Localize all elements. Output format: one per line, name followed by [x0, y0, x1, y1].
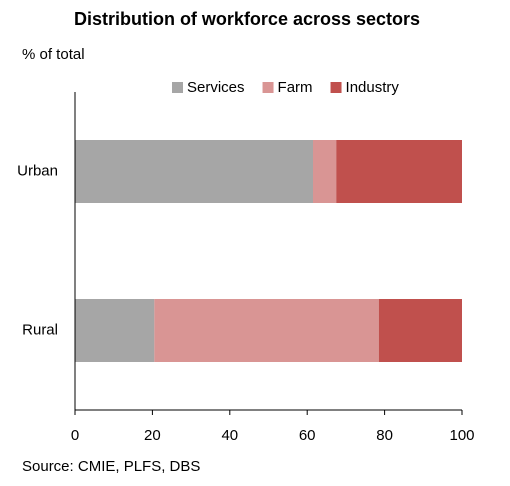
- source: Source: CMIE, PLFS, DBS: [22, 458, 200, 475]
- legend-swatch: [330, 82, 342, 93]
- subtitle: % of total: [22, 46, 85, 63]
- bar-segment: [75, 299, 155, 362]
- x-tick-label: 20: [144, 427, 161, 444]
- legend-label: Services: [187, 79, 245, 96]
- x-tick-label: 40: [221, 427, 238, 444]
- legend-swatch: [172, 82, 183, 93]
- bar-segment: [336, 140, 462, 203]
- x-tick-label: 80: [376, 427, 393, 444]
- bar-segment: [313, 140, 337, 203]
- legend-swatch: [262, 82, 274, 93]
- x-tick-label: 60: [299, 427, 316, 444]
- bar-segment: [154, 299, 379, 362]
- y-tick-label: Rural: [22, 321, 58, 338]
- chart-title: Distribution of workforce across sectors: [74, 9, 420, 29]
- legend-label: Farm: [278, 79, 313, 96]
- y-tick-label: Urban: [17, 162, 58, 179]
- legend-label: Industry: [346, 79, 400, 96]
- bar-segment: [378, 299, 462, 362]
- bar-segment: [75, 140, 314, 203]
- x-tick-label: 100: [449, 427, 474, 444]
- x-tick-label: 0: [71, 427, 79, 444]
